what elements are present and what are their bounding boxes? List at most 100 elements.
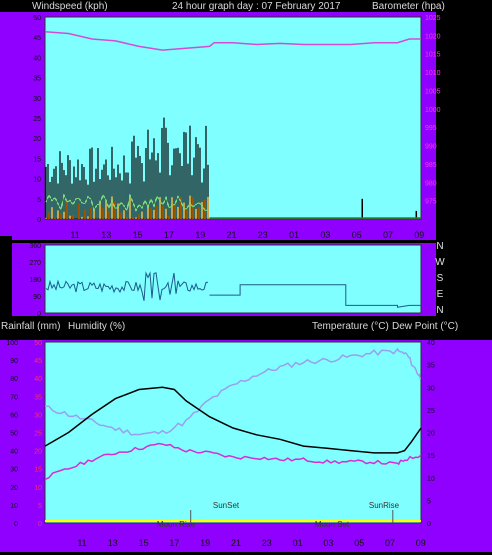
top-right-tick-label: 975 xyxy=(425,199,437,206)
humidity-tick-label: 100 xyxy=(6,340,18,347)
bottom-x-tick-label: 19 xyxy=(200,538,210,548)
top-right-tick-label: 1015 xyxy=(425,52,441,59)
rainfall-tick-label: 20 xyxy=(34,449,42,456)
humidity-tick-label: 30 xyxy=(10,467,18,474)
compass-label: W xyxy=(435,257,445,268)
humidity-tick-label: 40 xyxy=(10,449,18,456)
rainfall-tick-label: 50 xyxy=(34,340,42,347)
top-left-tick-label: 30 xyxy=(33,96,41,103)
top-x-tick-label: 21 xyxy=(226,230,236,240)
rainfall-tick-label: 30 xyxy=(34,412,42,419)
top-right-tick-label: 1010 xyxy=(425,70,441,77)
top-left-margin xyxy=(0,12,12,236)
top-right-tick-label: 995 xyxy=(425,125,437,132)
humidity-tick-label: 70 xyxy=(10,394,18,401)
bottom-plot-area xyxy=(44,341,422,524)
top-x-tick-label: 07 xyxy=(383,230,393,240)
top-x-tick-label: 15 xyxy=(133,230,143,240)
top-x-tick-label: 17 xyxy=(164,230,174,240)
windspeed-axis-label: Windspeed (kph) xyxy=(32,1,108,12)
temperature-tick-label: 15 xyxy=(427,453,435,460)
rainfall-tick-label: 5 xyxy=(38,503,42,510)
rainfall-tick-label: 15 xyxy=(34,467,42,474)
top-left-tick-label: 25 xyxy=(33,116,41,123)
bottom-x-tick-label: 15 xyxy=(139,538,149,548)
top-x-tick-label: 19 xyxy=(195,230,205,240)
top-left-tick-label: 5 xyxy=(37,197,41,204)
top-x-tick-label: 11 xyxy=(70,230,79,240)
top-x-tick-label: 09 xyxy=(414,230,424,240)
temperature-tick-label: 20 xyxy=(427,431,435,438)
humidity-tick-label: 60 xyxy=(10,412,18,419)
wind-gust-bars xyxy=(45,195,209,219)
rainfall-tick-label: 25 xyxy=(34,431,42,438)
top-right-tick-label: 1000 xyxy=(425,107,441,114)
top-left-tick-label: 10 xyxy=(33,177,41,184)
bottom-x-tick-label: 21 xyxy=(231,538,241,548)
wind-direction-steps xyxy=(209,284,421,308)
humidity-line xyxy=(44,347,422,436)
humidity-tick-label: 10 xyxy=(10,503,18,510)
sunset-label: SunSet xyxy=(213,501,240,510)
compass-label: N xyxy=(436,305,443,316)
rainfall-tick-label: 35 xyxy=(34,394,42,401)
compass-label: S xyxy=(437,273,444,284)
temperature-tick-label: 35 xyxy=(427,363,435,370)
compass-label: N xyxy=(436,241,443,252)
moon-rise-label: Moon Rise xyxy=(157,520,196,529)
bottom-x-tick-label: 05 xyxy=(354,538,364,548)
top-right-tick-label: 1005 xyxy=(425,88,441,95)
temperature-tick-label: 0 xyxy=(427,521,431,528)
bottom-x-tick-label: 01 xyxy=(293,538,303,548)
direction-tick-label: 180 xyxy=(29,277,41,284)
humidity-tick-label: 80 xyxy=(10,376,18,383)
top-left-tick-label: 20 xyxy=(33,136,41,143)
sunrise-label: SunRise xyxy=(369,501,400,510)
top-x-tick-label: 05 xyxy=(352,230,362,240)
bottom-x-tick-label: 17 xyxy=(169,538,179,548)
bottom-x-tick-label: 07 xyxy=(385,538,395,548)
top-x-tick-label: 03 xyxy=(320,230,330,240)
top-left-tick-label: 50 xyxy=(33,15,41,22)
top-right-tick-label: 1020 xyxy=(425,33,441,40)
rainfall-axis-label: Rainfall (mm) xyxy=(1,321,61,332)
compass-label: E xyxy=(437,289,444,300)
rainfall-tick-label: 10 xyxy=(34,485,42,492)
temperature-tick-label: 5 xyxy=(427,498,431,505)
bottom-x-tick-label: 09 xyxy=(416,538,426,548)
bottom-x-tick-label: 23 xyxy=(262,538,272,548)
moon-set-label: Moon Set xyxy=(315,520,350,529)
temperature-tick-label: 30 xyxy=(427,385,435,392)
top-x-tick-label: 23 xyxy=(258,230,268,240)
temperature-line xyxy=(44,386,422,454)
graph-title: 24 hour graph day : 07 February 2017 xyxy=(172,1,341,12)
direction-tick-label: 270 xyxy=(29,260,41,267)
bottom-x-tick-label: 03 xyxy=(323,538,333,548)
top-left-tick-label: 0 xyxy=(37,217,41,224)
wind-direction-trace xyxy=(45,271,209,301)
top-right-tick-label: 980 xyxy=(425,180,437,187)
barometer-line xyxy=(44,30,421,51)
top-right-tick-label: 985 xyxy=(425,162,437,169)
top-left-tick-label: 40 xyxy=(33,55,41,62)
top-left-tick-label: 15 xyxy=(33,156,41,163)
dew-point-line xyxy=(44,442,422,481)
wind-lull-line xyxy=(45,193,209,212)
humidity-tick-label: 90 xyxy=(10,358,18,365)
temperature-tick-label: 10 xyxy=(427,476,435,483)
dewpoint-axis-label: Dew Point (°C) xyxy=(392,321,459,332)
direction-tick-label: 90 xyxy=(33,294,41,301)
humidity-tick-label: 50 xyxy=(10,431,18,438)
bottom-x-tick-label: 13 xyxy=(108,538,118,548)
rainfall-tick-label: 0 xyxy=(38,521,42,528)
direction-tick-label: 360 xyxy=(29,243,41,250)
humidity-tick-label: 0 xyxy=(14,521,18,528)
top-left-tick-label: 45 xyxy=(33,35,41,42)
direction-tick-label: 0 xyxy=(37,311,41,318)
barometer-axis-label: Barometer (hpa) xyxy=(372,1,445,12)
humidity-axis-label: Humidity (%) xyxy=(68,321,126,332)
top-right-tick-label: 1025 xyxy=(425,15,441,22)
temperature-tick-label: 25 xyxy=(427,408,435,415)
